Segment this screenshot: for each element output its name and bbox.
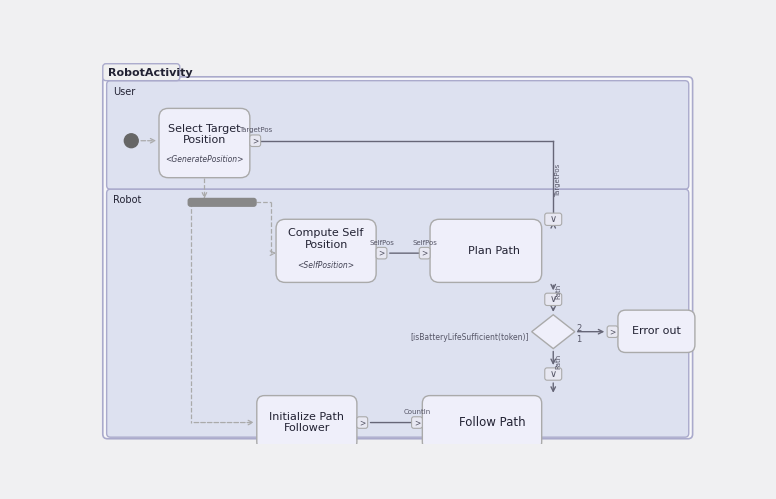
FancyBboxPatch shape: [102, 77, 693, 439]
Text: Select Target
Position: Select Target Position: [168, 124, 241, 145]
Polygon shape: [532, 315, 575, 349]
FancyBboxPatch shape: [411, 417, 422, 428]
Text: RobotActivity: RobotActivity: [108, 68, 192, 78]
Text: >: >: [359, 418, 365, 427]
Text: <SelfPosition>: <SelfPosition>: [297, 261, 355, 270]
FancyBboxPatch shape: [618, 310, 695, 352]
Text: [isBatteryLifeSufficient(token)]: [isBatteryLifeSufficient(token)]: [410, 333, 528, 342]
Text: 1: 1: [577, 335, 581, 344]
Circle shape: [708, 323, 725, 340]
FancyBboxPatch shape: [430, 219, 542, 282]
FancyBboxPatch shape: [106, 189, 689, 437]
Text: Plan Path: Plan Path: [468, 246, 520, 256]
FancyBboxPatch shape: [422, 396, 542, 450]
Text: TargetPos: TargetPos: [556, 163, 562, 197]
Text: Path: Path: [556, 283, 562, 298]
Text: ∨: ∨: [549, 214, 557, 224]
FancyBboxPatch shape: [250, 135, 261, 147]
Text: Follow Path: Follow Path: [459, 416, 526, 429]
Text: ∨: ∨: [549, 294, 557, 304]
FancyBboxPatch shape: [189, 199, 256, 206]
Text: SelfPos: SelfPos: [369, 240, 394, 246]
Text: >: >: [609, 327, 615, 336]
Text: Compute Self
Position: Compute Self Position: [289, 229, 364, 250]
Circle shape: [124, 134, 138, 148]
FancyBboxPatch shape: [545, 213, 562, 226]
FancyBboxPatch shape: [545, 293, 562, 305]
FancyBboxPatch shape: [357, 417, 368, 428]
FancyBboxPatch shape: [545, 368, 562, 380]
Text: >: >: [379, 249, 385, 257]
Text: >: >: [421, 249, 428, 257]
Text: Error out: Error out: [632, 326, 681, 336]
Text: CountIn: CountIn: [404, 409, 431, 415]
FancyBboxPatch shape: [607, 326, 618, 337]
Text: ∨: ∨: [549, 369, 557, 379]
FancyBboxPatch shape: [276, 219, 376, 282]
Text: 2: 2: [577, 324, 581, 333]
Text: TargetPos: TargetPos: [239, 127, 272, 133]
Text: <GeneratePosition>: <GeneratePosition>: [165, 155, 244, 164]
Text: SelfPos: SelfPos: [412, 240, 437, 246]
FancyBboxPatch shape: [376, 248, 387, 259]
Circle shape: [712, 327, 720, 335]
FancyBboxPatch shape: [106, 81, 689, 189]
FancyBboxPatch shape: [102, 64, 180, 81]
Text: Initialize Path
Follower: Initialize Path Follower: [269, 412, 345, 433]
FancyBboxPatch shape: [257, 396, 357, 450]
Text: >: >: [414, 418, 420, 427]
Text: Robot: Robot: [113, 196, 141, 206]
Text: >: >: [252, 136, 258, 145]
Text: User: User: [113, 87, 135, 97]
FancyBboxPatch shape: [419, 248, 430, 259]
Text: Path: Path: [556, 354, 562, 369]
FancyBboxPatch shape: [159, 108, 250, 178]
